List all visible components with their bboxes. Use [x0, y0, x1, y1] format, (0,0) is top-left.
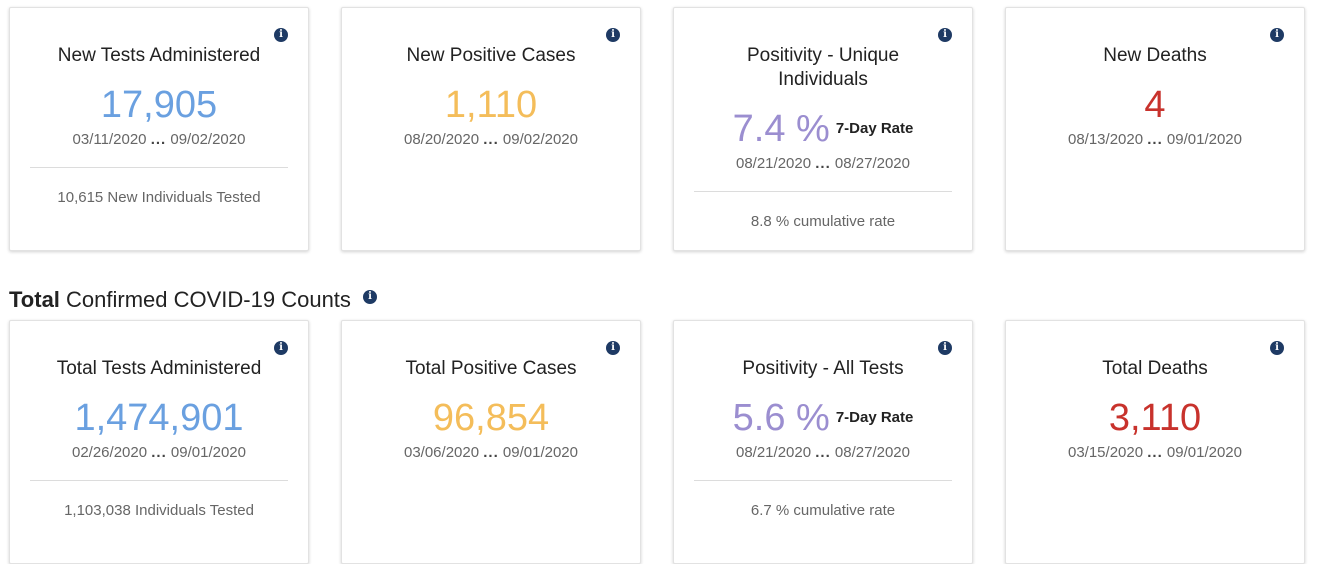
date-separator: ...	[815, 155, 831, 172]
date-start: 03/06/2020	[403, 444, 480, 461]
date-end: 09/01/2020	[1166, 131, 1242, 148]
card-title: New Positive Cases	[406, 45, 576, 66]
date-end: 09/01/2020	[502, 444, 578, 461]
date-range: 03/11/2020 ... 09/02/2020	[10, 130, 308, 150]
date-start: 03/11/2020	[72, 131, 147, 148]
info-icon[interactable]: i	[606, 341, 620, 355]
card-value: 5.6 %	[732, 397, 830, 439]
date-end: 08/27/2020	[834, 444, 910, 461]
card-footer: 10,615 New Individuals Tested	[57, 189, 261, 206]
date-end: 08/27/2020	[834, 155, 910, 172]
divider	[694, 480, 952, 481]
section-heading-rest: Confirmed COVID-19 Counts	[59, 287, 351, 312]
card-title: New Tests Administered	[57, 45, 261, 66]
rate-label: 7-Day Rate	[835, 409, 914, 426]
date-end: 09/02/2020	[170, 131, 246, 148]
card-value: 3,110	[1108, 397, 1202, 439]
card-total-deaths: i Total Deaths 3,110 03/15/2020 ... 09/0…	[1005, 320, 1305, 564]
card-value: 96,854	[432, 397, 550, 439]
date-end: 09/01/2020	[1166, 444, 1242, 461]
card-value: 4	[1144, 84, 1166, 126]
date-start: 02/26/2020	[71, 444, 148, 461]
date-separator: ...	[483, 131, 499, 148]
date-separator: ...	[150, 131, 167, 148]
date-start: 08/21/2020	[735, 155, 812, 172]
card-footer: 8.8 % cumulative rate	[750, 213, 896, 230]
card-title: New Deaths	[1103, 45, 1207, 66]
card-title: Positivity - All Tests	[742, 358, 904, 379]
info-icon[interactable]: i	[938, 28, 952, 42]
date-start: 08/21/2020	[735, 444, 812, 461]
card-title: Total Tests Administered	[56, 358, 262, 379]
card-positivity-unique: i Positivity - Unique Individuals 7.4 % 7…	[673, 7, 973, 251]
date-end: 09/01/2020	[170, 444, 246, 461]
card-value: 1,474,901	[74, 397, 244, 439]
info-icon[interactable]: i	[1270, 28, 1284, 42]
card-value-row: 5.6 % 7-Day Rate	[674, 395, 972, 449]
date-start: 03/15/2020	[1067, 444, 1144, 461]
date-range: 08/13/2020 ... 09/01/2020	[1006, 130, 1304, 150]
card-total-positive: i Total Positive Cases 96,854 03/06/2020…	[341, 320, 641, 564]
date-start: 08/20/2020	[403, 131, 480, 148]
rate-label: 7-Day Rate	[835, 120, 914, 137]
date-end: 09/02/2020	[502, 131, 578, 148]
card-footer: 6.7 % cumulative rate	[750, 502, 896, 519]
info-icon[interactable]: i	[363, 290, 378, 304]
section-heading-bold: Total	[9, 287, 60, 312]
date-start: 08/13/2020	[1067, 131, 1144, 148]
date-separator: ...	[483, 444, 499, 461]
date-separator: ...	[1147, 131, 1163, 148]
date-separator: ...	[1147, 444, 1163, 461]
date-range: 08/20/2020 ... 09/02/2020	[342, 130, 640, 150]
card-total-tests: i Total Tests Administered 1,474,901 02/…	[9, 320, 309, 564]
info-icon[interactable]: i	[274, 341, 288, 355]
date-range: 08/21/2020 ... 08/27/2020	[674, 443, 972, 463]
date-range: 03/15/2020 ... 09/01/2020	[1006, 443, 1304, 463]
date-separator: ...	[815, 444, 831, 461]
info-icon[interactable]: i	[1270, 341, 1284, 355]
date-range: 08/21/2020 ... 08/27/2020	[674, 154, 972, 174]
card-new-deaths: i New Deaths 4 08/13/2020 ... 09/01/2020	[1005, 7, 1305, 251]
card-footer: 1,103,038 Individuals Tested	[64, 502, 254, 519]
info-icon[interactable]: i	[606, 28, 620, 42]
card-value: 17,905	[100, 84, 218, 126]
card-title: Total Deaths	[1102, 358, 1208, 379]
divider	[694, 191, 952, 192]
date-range: 02/26/2020 ... 09/01/2020	[10, 443, 308, 463]
card-new-tests: i New Tests Administered 17,905 03/11/20…	[9, 7, 309, 251]
divider	[30, 480, 288, 481]
card-new-positive: i New Positive Cases 1,110 08/20/2020 ..…	[341, 7, 641, 251]
section-heading: Total Confirmed COVID-19 Counts i	[9, 286, 378, 314]
info-icon[interactable]: i	[938, 341, 952, 355]
info-icon[interactable]: i	[274, 28, 288, 42]
card-value-row: 7.4 % 7-Day Rate	[674, 106, 972, 160]
divider	[30, 167, 288, 168]
date-range: 03/06/2020 ... 09/01/2020	[342, 443, 640, 463]
card-value: 1,110	[444, 84, 538, 126]
card-positivity-all: i Positivity - All Tests 5.6 % 7-Day Rate…	[673, 320, 973, 564]
date-separator: ...	[151, 444, 167, 461]
card-value: 7.4 %	[732, 108, 830, 150]
card-title: Positivity - Unique Individuals	[746, 45, 900, 90]
card-title: Total Positive Cases	[405, 358, 577, 379]
